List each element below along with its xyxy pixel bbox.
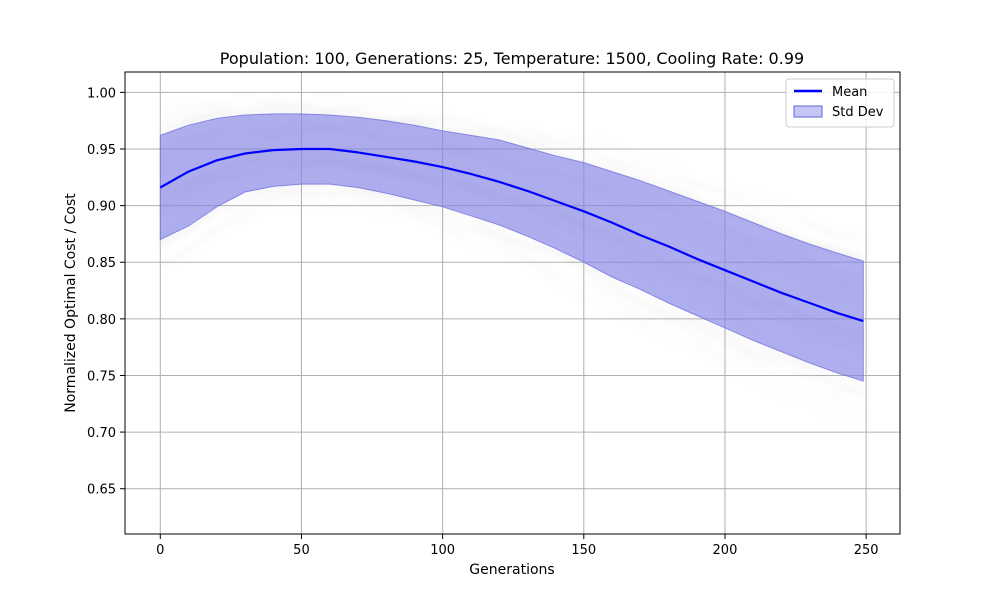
mean-line-layer [159,147,864,323]
legend-std-dev-label: Std Dev [832,105,884,120]
plot-frame [124,71,901,535]
y-axis-label: Normalized Optimal Cost / Cost [63,193,79,413]
x-tick-label: 0 [156,543,164,558]
y-tick-label: 0.70 [87,426,116,441]
y-axis: 0.65 0.70 0.75 0.80 0.85 0.90 0.95 1.00 [87,86,125,498]
x-tick-label: 100 [430,543,455,558]
run-line [159,99,864,248]
x-tick-label: 200 [713,543,738,558]
run-line [159,201,864,420]
run-line [159,95,864,239]
y-tick-label: 1.00 [87,86,116,101]
chart-title: Population: 100, Generations: 25, Temper… [220,49,804,68]
y-tick-label: 0.85 [87,256,116,271]
std-dev-band [159,113,864,382]
std-dev-band-layer [159,113,864,382]
mean-line [159,147,864,323]
x-axis-label: Generations [469,562,554,578]
x-axis: 0 50 100 150 200 250 [156,534,879,558]
y-tick-label: 0.80 [87,313,116,328]
x-tick-label: 150 [571,543,596,558]
x-tick-label: 50 [293,543,310,558]
y-tick-label: 0.90 [87,200,116,215]
y-tick-label: 0.95 [87,143,116,158]
run-line [159,190,865,414]
legend: Mean Std Dev [785,78,895,128]
run-line [159,185,864,393]
legend-mean-label: Mean [832,85,867,100]
legend-std-dev-swatch [793,105,823,118]
y-tick-label: 0.65 [87,483,116,498]
y-tick-label: 0.75 [87,369,116,384]
x-tick-label: 250 [854,543,879,558]
